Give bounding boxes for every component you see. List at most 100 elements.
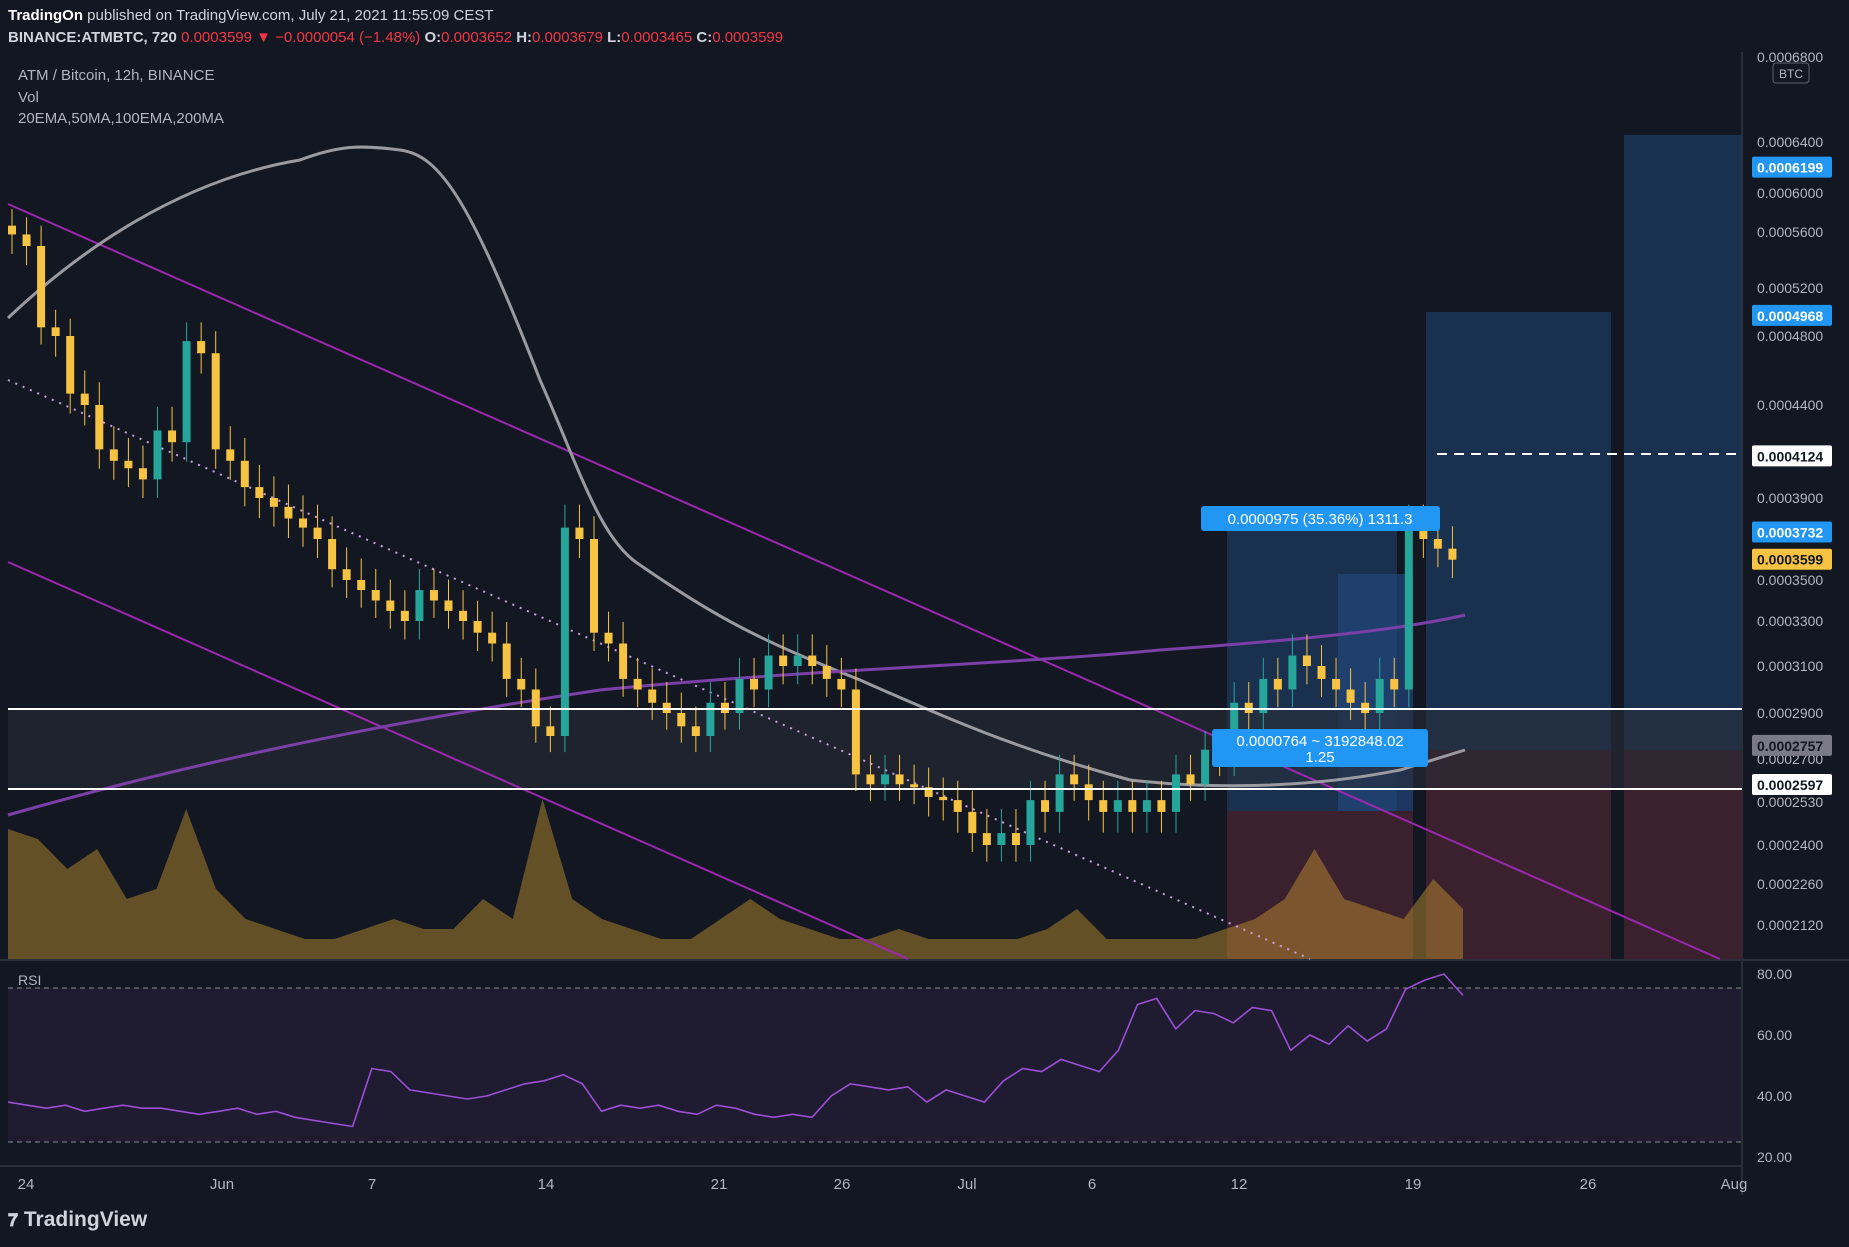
candle-body: [459, 610, 468, 621]
candle-body: [735, 678, 744, 713]
price-tick-label: 0.0003300: [1757, 613, 1823, 629]
candle-body: [1317, 666, 1326, 679]
candle-body: [764, 655, 773, 690]
candle-body: [968, 811, 977, 834]
price-tick-label: 0.0002530: [1757, 794, 1823, 810]
candle-body: [1084, 784, 1093, 801]
currency-tag: BTC: [1779, 67, 1803, 81]
candle-body: [269, 498, 278, 507]
candle-body: [313, 527, 322, 539]
candle-body: [1448, 548, 1457, 560]
rsi-legend[interactable]: RSI: [18, 972, 42, 988]
price-tick-label: 0.0003900: [1757, 490, 1823, 506]
candle-body: [1244, 702, 1253, 713]
rsi-axis[interactable]: 80.00 60.00 40.00 20.00: [1757, 966, 1792, 1165]
time-tick-label: 19: [1405, 1176, 1422, 1193]
low-label: L:: [607, 29, 622, 46]
channel-upper-line: [7, 203, 1721, 960]
author-name[interactable]: TradingOn: [8, 7, 83, 24]
candle-body: [1172, 774, 1180, 812]
candle-body: [80, 393, 89, 405]
time-tick-label: 12: [1231, 1176, 1248, 1193]
measure-label-lower-line1: 0.0000764 ~ 3192848.02: [1236, 733, 1403, 750]
candle-body: [953, 800, 962, 812]
price-badge: 0.0003732: [1757, 524, 1823, 540]
ema-50-line: [6, 145, 1466, 788]
candle-body: [1055, 774, 1064, 812]
rsi-line[interactable]: [7, 973, 1464, 1128]
price-badges: 0.0006199 0.0004968 0.0004124 0.0003732 0.00…: [1752, 156, 1832, 796]
price-badge: 0.0006199: [1757, 160, 1823, 176]
candle-body: [1259, 678, 1268, 713]
candle-body: [619, 643, 628, 679]
price-badge: 0.0002597: [1757, 777, 1823, 793]
price-tick-label: 0.0004800: [1757, 328, 1823, 344]
close-label: C:: [696, 29, 713, 46]
time-tick-label: Jun: [210, 1176, 234, 1193]
candle-body: [1390, 678, 1399, 690]
candle-body: [895, 774, 904, 785]
candle-body: [1302, 655, 1311, 666]
candle-body: [1026, 800, 1035, 845]
pair-title[interactable]: ATM / Bitcoin, 12h, BINANCE: [18, 67, 215, 84]
candle-body: [517, 678, 526, 690]
position-profit-zone-4[interactable]: [1624, 135, 1742, 750]
candle-body: [1041, 800, 1050, 812]
position-loss-zone-1[interactable]: [1227, 811, 1413, 959]
candle-body: [371, 590, 380, 601]
volume-legend[interactable]: Vol: [18, 89, 39, 106]
time-tick-label: 6: [1088, 1176, 1096, 1193]
candle-body: [590, 539, 598, 633]
candle-body: [866, 774, 875, 785]
candle-body: [793, 655, 802, 666]
candle-body: [939, 796, 948, 801]
candle-body: [604, 632, 613, 644]
candle-body: [240, 460, 249, 488]
candle-body: [386, 600, 395, 611]
price-tick-label: 0.0004400: [1757, 397, 1823, 413]
time-axis[interactable]: 24 Jun 7 14 21 26 Jul 6 12 19 26 Aug: [18, 1176, 1748, 1193]
price-tick-label: 0.0002120: [1757, 917, 1823, 933]
time-tick-label: 7: [368, 1176, 376, 1193]
candle-body: [691, 726, 700, 736]
candle-body: [37, 246, 46, 328]
price-badge: 0.0003599: [1757, 552, 1823, 568]
candle-body: [662, 702, 671, 713]
price-badge-bg: [1752, 774, 1832, 796]
candle-body: [982, 833, 991, 845]
brand-logo[interactable]: 𝟕 TradingView: [8, 1208, 147, 1232]
candle-body: [400, 610, 409, 621]
symbol-label: BINANCE:ATMBTC, 720: [8, 29, 177, 46]
high-label: H:: [516, 29, 533, 46]
candle-body: [138, 468, 147, 480]
price-axis[interactable]: 0.0006800 0.0006400 0.0006000 0.0005600 0.00…: [1757, 49, 1823, 933]
candle-body: [808, 655, 817, 666]
midline-dotted: [7, 379, 1311, 960]
candle-body: [1142, 800, 1151, 812]
price-badge-bg: [1752, 304, 1832, 326]
candle-body: [1433, 539, 1442, 549]
moving-averages-legend[interactable]: 20EMA,50MA,100EMA,200MA: [18, 110, 224, 127]
range-box[interactable]: [8, 709, 1742, 789]
candle-body: [1113, 800, 1122, 812]
volume-area: [8, 799, 1463, 959]
candle-body: [255, 487, 264, 498]
candle-body: [226, 449, 235, 461]
candle-body: [910, 784, 919, 788]
candle-body: [109, 449, 118, 461]
price-change: ▼ −0.0000054 (−1.48%): [256, 29, 421, 46]
time-tick-label: 14: [538, 1176, 555, 1193]
position-profit-zone-3[interactable]: [1426, 312, 1611, 750]
candle-body: [473, 621, 482, 633]
candle-body: [1011, 833, 1020, 845]
candle-body: [677, 713, 686, 727]
measure-label-upper-bg: [1201, 506, 1440, 531]
candle-body: [22, 234, 31, 246]
candle-body: [1361, 702, 1370, 713]
candle-body: [8, 225, 16, 235]
brand-name: TradingView: [23, 1208, 148, 1231]
candle-body: [124, 460, 133, 469]
candle-body: [560, 527, 569, 736]
close-value: 0.0003599: [712, 29, 784, 46]
